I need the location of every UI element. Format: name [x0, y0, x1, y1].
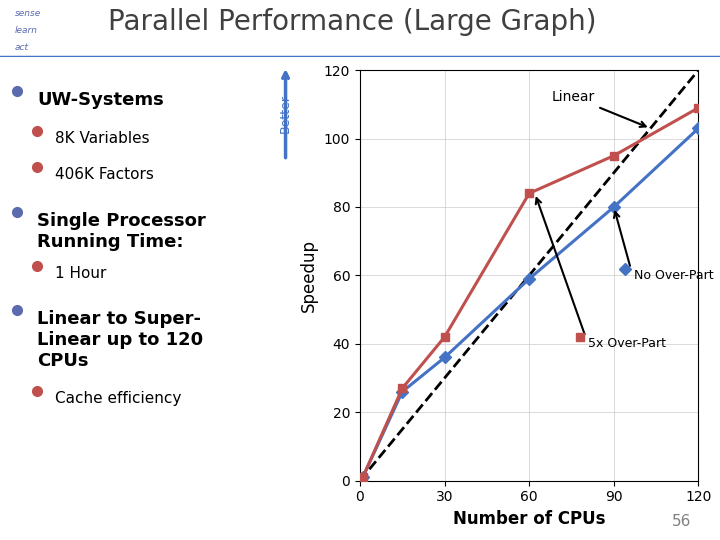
Text: 406K Factors: 406K Factors	[55, 167, 153, 182]
Text: 8K Variables: 8K Variables	[55, 131, 149, 146]
Text: sense: sense	[14, 9, 40, 17]
Text: Parallel Performance (Large Graph): Parallel Performance (Large Graph)	[108, 8, 596, 36]
Text: 56: 56	[672, 514, 691, 529]
Text: act: act	[14, 43, 28, 51]
Text: Linear: Linear	[552, 90, 646, 127]
Text: Cache efficiency: Cache efficiency	[55, 391, 181, 406]
Text: 5x Over-Part: 5x Over-Part	[588, 338, 667, 350]
Text: Linear to Super-
Linear up to 120
CPUs: Linear to Super- Linear up to 120 CPUs	[37, 310, 204, 370]
Text: UW-Systems: UW-Systems	[37, 91, 164, 109]
X-axis label: Number of CPUs: Number of CPUs	[453, 510, 606, 528]
Y-axis label: Speedup: Speedup	[300, 239, 318, 312]
Text: learn: learn	[14, 25, 37, 35]
Text: 1 Hour: 1 Hour	[55, 266, 106, 281]
Text: Better: Better	[279, 94, 292, 133]
Text: Single Processor
Running Time:: Single Processor Running Time:	[37, 212, 206, 251]
Text: No Over-Part: No Over-Part	[634, 269, 714, 282]
